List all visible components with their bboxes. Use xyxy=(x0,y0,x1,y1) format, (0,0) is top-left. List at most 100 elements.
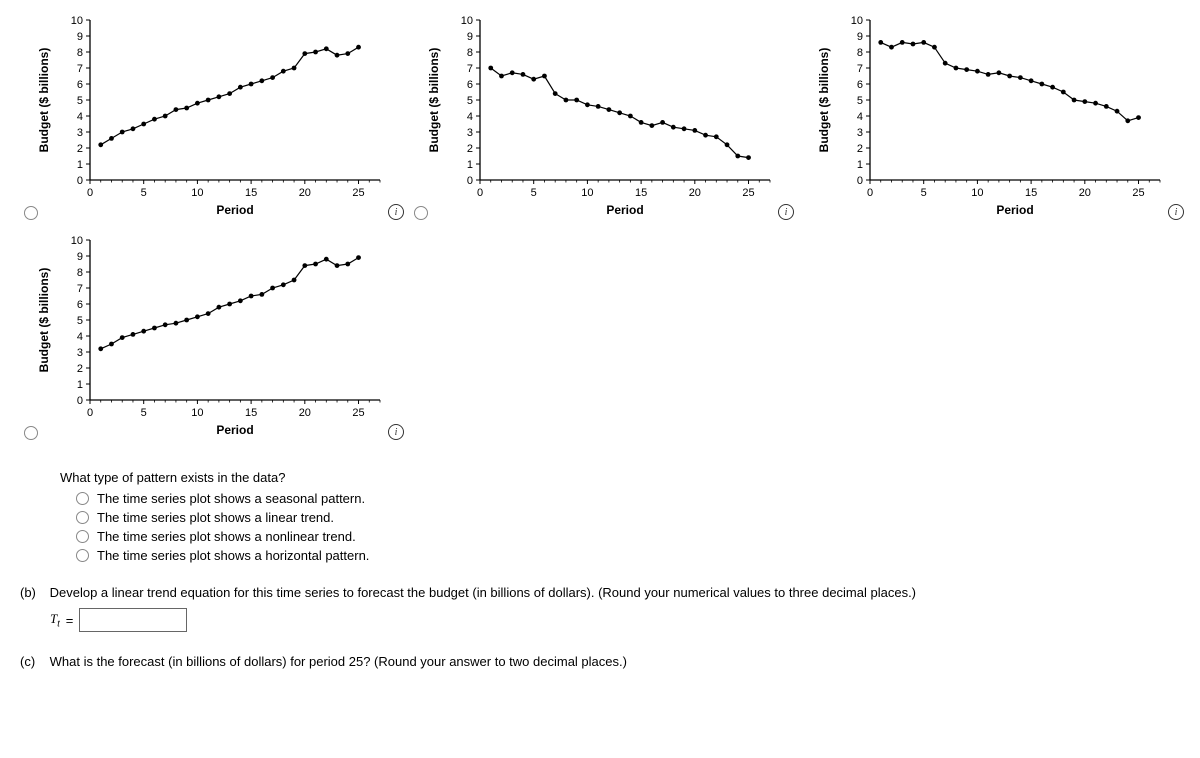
chart-cell: 0123456789100510152025Budget ($ billions… xyxy=(800,10,1190,230)
svg-text:9: 9 xyxy=(77,251,83,263)
chart-cell xyxy=(410,230,800,450)
svg-text:4: 4 xyxy=(77,111,83,123)
option-label: The time series plot shows a linear tren… xyxy=(97,510,334,525)
svg-text:10: 10 xyxy=(971,187,983,199)
pattern-options: The time series plot shows a seasonal pa… xyxy=(76,491,1180,563)
svg-text:Period: Period xyxy=(996,203,1033,217)
svg-text:1: 1 xyxy=(857,159,863,171)
svg-text:8: 8 xyxy=(467,47,473,59)
part-c-text: What is the forecast (in billions of dol… xyxy=(50,654,627,669)
svg-text:7: 7 xyxy=(77,283,83,295)
svg-text:5: 5 xyxy=(141,187,147,199)
svg-text:10: 10 xyxy=(71,15,83,27)
svg-text:Period: Period xyxy=(216,423,253,437)
svg-text:7: 7 xyxy=(467,63,473,75)
svg-text:10: 10 xyxy=(581,187,593,199)
option-label: The time series plot shows a nonlinear t… xyxy=(97,529,356,544)
svg-text:6: 6 xyxy=(77,79,83,91)
part-c-line: (c) What is the forecast (in billions of… xyxy=(20,654,1180,669)
chart-option-radio[interactable] xyxy=(414,206,428,220)
chart-cell: 0123456789100510152025Budget ($ billions… xyxy=(20,10,410,230)
equation-row: Tt = xyxy=(50,608,1180,632)
info-icon[interactable]: i xyxy=(778,204,794,220)
svg-text:20: 20 xyxy=(299,407,311,419)
svg-text:3: 3 xyxy=(857,127,863,139)
svg-text:20: 20 xyxy=(1079,187,1091,199)
chart-option-radio[interactable] xyxy=(24,426,38,440)
svg-text:5: 5 xyxy=(467,95,473,107)
radio-icon xyxy=(76,549,89,562)
svg-text:2: 2 xyxy=(857,143,863,155)
svg-text:4: 4 xyxy=(857,111,863,123)
svg-text:20: 20 xyxy=(299,187,311,199)
svg-text:5: 5 xyxy=(77,315,83,327)
part-b-text: Develop a linear trend equation for this… xyxy=(50,585,916,600)
svg-text:9: 9 xyxy=(467,31,473,43)
svg-text:2: 2 xyxy=(467,143,473,155)
svg-text:25: 25 xyxy=(352,187,364,199)
svg-text:0: 0 xyxy=(477,187,483,199)
chart-option-radio[interactable] xyxy=(24,206,38,220)
svg-text:10: 10 xyxy=(461,15,473,27)
svg-text:5: 5 xyxy=(921,187,927,199)
chart-b: 0123456789100510152025Budget ($ billions… xyxy=(410,10,800,230)
svg-text:0: 0 xyxy=(867,187,873,199)
chart-d: 0123456789100510152025Budget ($ billions… xyxy=(20,230,410,450)
svg-text:Budget ($ billions): Budget ($ billions) xyxy=(37,268,51,373)
svg-text:15: 15 xyxy=(245,187,257,199)
svg-text:Period: Period xyxy=(606,203,643,217)
pattern-option[interactable]: The time series plot shows a seasonal pa… xyxy=(76,491,1180,506)
svg-text:7: 7 xyxy=(77,63,83,75)
radio-icon xyxy=(76,492,89,505)
svg-text:Period: Period xyxy=(216,203,253,217)
svg-text:10: 10 xyxy=(191,407,203,419)
svg-text:0: 0 xyxy=(87,187,93,199)
svg-text:0: 0 xyxy=(467,175,473,187)
svg-text:6: 6 xyxy=(77,299,83,311)
svg-text:1: 1 xyxy=(77,159,83,171)
pattern-option[interactable]: The time series plot shows a linear tren… xyxy=(76,510,1180,525)
chart-c: 0123456789100510152025Budget ($ billions… xyxy=(800,10,1190,230)
svg-text:Budget ($ billions): Budget ($ billions) xyxy=(37,48,51,153)
pattern-question-text: What type of pattern exists in the data? xyxy=(60,470,1180,485)
svg-text:25: 25 xyxy=(1132,187,1144,199)
svg-text:0: 0 xyxy=(87,407,93,419)
chart-cell xyxy=(800,230,1190,450)
svg-text:4: 4 xyxy=(77,331,83,343)
svg-text:7: 7 xyxy=(857,63,863,75)
svg-text:20: 20 xyxy=(689,187,701,199)
info-icon[interactable]: i xyxy=(388,424,404,440)
part-b-label: (b) xyxy=(20,585,46,600)
svg-text:5: 5 xyxy=(141,407,147,419)
radio-icon xyxy=(76,530,89,543)
option-label: The time series plot shows a seasonal pa… xyxy=(97,491,365,506)
svg-text:8: 8 xyxy=(77,267,83,279)
charts-grid: 0123456789100510152025Budget ($ billions… xyxy=(20,10,1180,450)
part-b-line: (b) Develop a linear trend equation for … xyxy=(20,585,1180,600)
svg-text:1: 1 xyxy=(77,379,83,391)
svg-text:Budget ($ billions): Budget ($ billions) xyxy=(427,48,441,153)
svg-text:9: 9 xyxy=(857,31,863,43)
info-icon[interactable]: i xyxy=(1168,204,1184,220)
svg-text:4: 4 xyxy=(467,111,473,123)
pattern-option[interactable]: The time series plot shows a nonlinear t… xyxy=(76,529,1180,544)
svg-text:6: 6 xyxy=(467,79,473,91)
svg-text:0: 0 xyxy=(857,175,863,187)
svg-text:6: 6 xyxy=(857,79,863,91)
svg-text:9: 9 xyxy=(77,31,83,43)
svg-text:1: 1 xyxy=(467,159,473,171)
radio-icon xyxy=(76,511,89,524)
svg-text:3: 3 xyxy=(77,127,83,139)
trend-equation-input[interactable] xyxy=(79,608,187,632)
chart-cell: 0123456789100510152025Budget ($ billions… xyxy=(410,10,800,230)
equation-lhs: Tt xyxy=(50,611,60,629)
questions-block: What type of pattern exists in the data?… xyxy=(20,470,1180,669)
svg-text:25: 25 xyxy=(352,407,364,419)
pattern-option[interactable]: The time series plot shows a horizontal … xyxy=(76,548,1180,563)
svg-text:8: 8 xyxy=(77,47,83,59)
svg-text:5: 5 xyxy=(77,95,83,107)
svg-text:Budget ($ billions): Budget ($ billions) xyxy=(817,48,831,153)
info-icon[interactable]: i xyxy=(388,204,404,220)
svg-text:15: 15 xyxy=(1025,187,1037,199)
svg-text:15: 15 xyxy=(245,407,257,419)
